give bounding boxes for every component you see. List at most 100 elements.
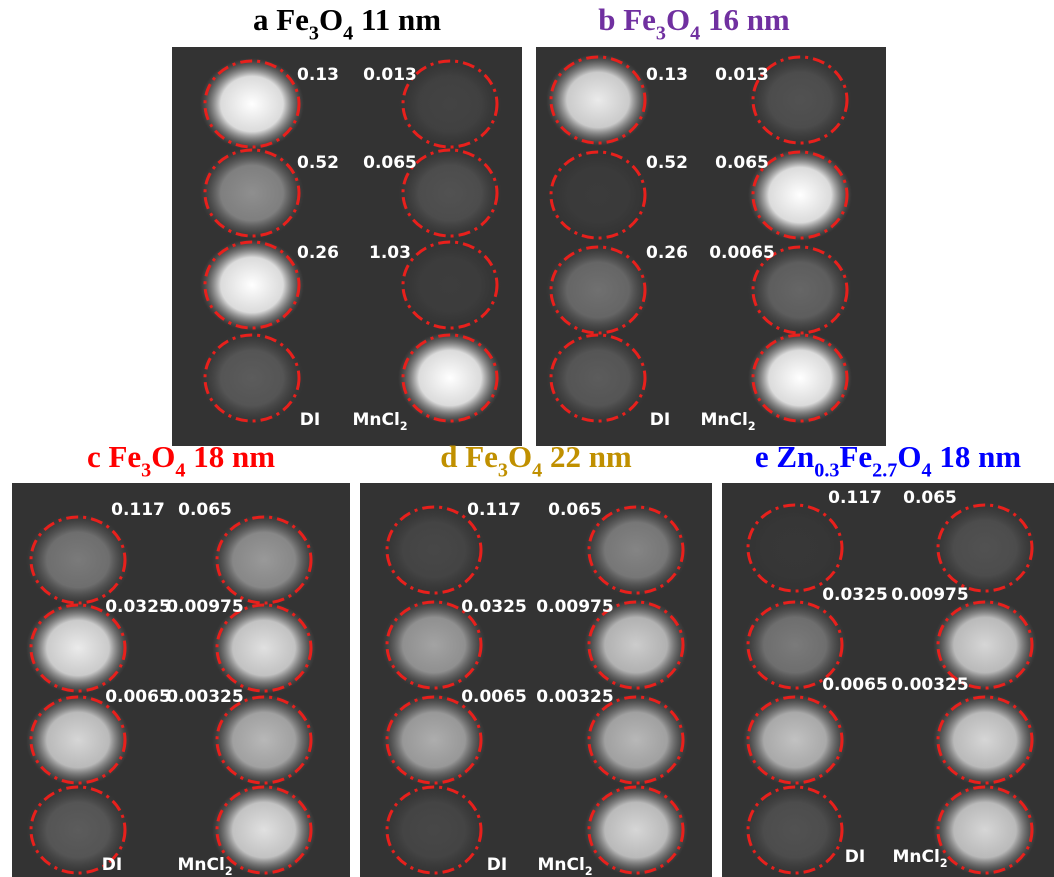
- well-outline: [746, 600, 844, 690]
- concentration-label: 0.013: [715, 65, 769, 85]
- well-outline: [936, 785, 1034, 875]
- footer-label: MnCl2: [892, 847, 947, 870]
- footer-label: MnCl2: [177, 855, 232, 877]
- well-outline: [29, 785, 127, 875]
- text-part: 3: [141, 459, 151, 481]
- well-signal: [382, 504, 486, 596]
- concentration-label: 0.065: [903, 488, 957, 508]
- text-part: 0.3: [814, 459, 839, 481]
- text-part: 4: [175, 459, 185, 481]
- text-part: MnCl: [537, 855, 584, 875]
- concentration-label: 0.13: [297, 65, 339, 85]
- panel-title: a Fe3O4 11 nm: [253, 2, 441, 44]
- well-outline: [746, 695, 844, 785]
- well-outline: [203, 59, 301, 149]
- concentration-label: 0.26: [646, 243, 688, 263]
- well-signal: [546, 332, 650, 424]
- text-part: MnCl: [177, 855, 224, 875]
- text-part: 3: [498, 459, 508, 481]
- concentration-label: 0.013: [363, 65, 417, 85]
- footer-label: MnCl2: [700, 410, 755, 433]
- well-outline: [549, 245, 647, 335]
- well-signal: [743, 784, 847, 876]
- well-outline: [751, 333, 849, 423]
- well-signal: [546, 54, 650, 146]
- well-outline: [401, 333, 499, 423]
- text-part: 18 nm: [185, 439, 275, 474]
- well-signal: [398, 239, 502, 331]
- well-outline: [751, 150, 849, 240]
- text-part: MnCl: [700, 410, 747, 430]
- well-outline: [401, 59, 499, 149]
- text-part: 2: [585, 865, 593, 877]
- text-part: 2: [225, 865, 233, 877]
- well-signal: [748, 332, 852, 424]
- concentration-label: 0.52: [297, 153, 339, 173]
- concentration-label: 0.0065: [105, 687, 171, 707]
- well-outline: [29, 603, 127, 693]
- well-outline: [936, 600, 1034, 690]
- text-part: a Fe: [253, 2, 309, 37]
- panel: a Fe3O4 11 nm 0.13 0.013 0.52 0.065 0.26 1.03 D…: [172, 2, 522, 446]
- well-outline: [385, 505, 483, 595]
- well-signal: [382, 784, 486, 876]
- well-outline: [401, 148, 499, 238]
- panel: b Fe3O4 16 nm 0.13 0.013 0.52 0.065 0.26 0.006…: [536, 2, 886, 446]
- well-signal: [933, 784, 1037, 876]
- well-signal: [26, 694, 130, 786]
- well-signal: [748, 54, 852, 146]
- concentration-label: 0.0325: [461, 597, 527, 617]
- well-signal: [212, 694, 316, 786]
- text-part: 22 nm: [542, 439, 632, 474]
- well-signal: [382, 694, 486, 786]
- panel: d Fe3O4 22 nm 0.117 0.065 0.0325 0.00975 0.00…: [360, 439, 712, 877]
- well-signal: [200, 147, 304, 239]
- text-part: O: [508, 439, 532, 474]
- well-outline: [587, 785, 685, 875]
- well-signal: [743, 502, 847, 594]
- concentration-label: 0.117: [828, 488, 882, 508]
- text-part: 4: [532, 459, 542, 481]
- concentration-label: 0.117: [111, 500, 165, 520]
- concentration-label: 0.065: [548, 500, 602, 520]
- text-part: 2: [748, 420, 756, 433]
- concentration-label: 0.00975: [536, 597, 613, 617]
- well-outline: [29, 515, 127, 605]
- well-signal: [212, 514, 316, 606]
- well-signal: [398, 147, 502, 239]
- text-part: O: [319, 2, 343, 37]
- text-part: 2: [400, 420, 408, 433]
- well-signal: [382, 599, 486, 691]
- text-part: Fe: [839, 439, 872, 474]
- well-outline: [29, 695, 127, 785]
- text-part: MnCl: [352, 410, 399, 430]
- well-signal: [933, 694, 1037, 786]
- well-outline: [587, 505, 685, 595]
- text-part: d Fe: [440, 439, 498, 474]
- well-signal: [26, 602, 130, 694]
- text-part: O: [151, 439, 175, 474]
- well-outline: [549, 55, 647, 145]
- well-signal: [743, 599, 847, 691]
- well-signal: [584, 784, 688, 876]
- well-outline: [751, 245, 849, 335]
- concentration-label: 0.52: [646, 153, 688, 173]
- well-signal: [200, 332, 304, 424]
- well-outline: [587, 695, 685, 785]
- text-part: O: [666, 2, 690, 37]
- concentration-label: 1.03: [369, 243, 411, 263]
- well-outline: [385, 785, 483, 875]
- text-part: 11 nm: [353, 2, 441, 37]
- well-outline: [549, 150, 647, 240]
- concentration-label: 0.0065: [461, 687, 527, 707]
- panel-title: d Fe3O4 22 nm: [440, 439, 632, 481]
- well-outline: [385, 695, 483, 785]
- text-part: 3: [656, 22, 666, 44]
- concentration-label: 0.0065: [709, 243, 775, 263]
- well-outline: [215, 515, 313, 605]
- well-signal: [546, 244, 650, 336]
- well-signal: [584, 599, 688, 691]
- well-signal: [398, 58, 502, 150]
